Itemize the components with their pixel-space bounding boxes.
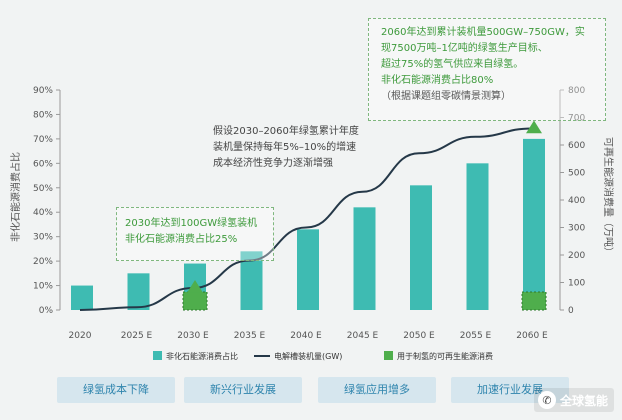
left-box-line-1: 2030年达到100GW绿氢装机 [125,218,258,229]
right-tick-label: 500 [568,169,585,179]
wechat-icon: ✆ [537,391,556,409]
left-tick-label: 50% [33,184,53,194]
marker-square [521,291,547,311]
x-tick-label: 2035 E [234,331,266,341]
right-tick-label: 300 [568,224,585,234]
bar [240,251,263,310]
bar [466,163,489,310]
left-axis-ticks: 0% 10% 20% 30% 40% 50% 60% 70% 80% 90% [33,86,60,316]
left-axis-label: 非化石能源消费占比 [9,152,22,242]
left-tick-label: 90% [33,86,53,96]
x-tick-label: 2045 E [347,331,379,341]
top-box-line-1: 2060年达到累计装机量500GW–750GW，实 [381,27,585,38]
assumption-note: 假设2030–2060年绿氢累计年度 装机量保持每年5%–10%的增速 成本经济… [213,124,359,172]
button-cost-down[interactable]: 绿氢成本下降 [57,377,175,403]
right-tick-label: 200 [568,251,585,261]
top-box-line-5: （根据课题组零碳情景测算） [381,91,511,102]
top-box-line-3: 超过75%的氢气供应来自绿氢。 [381,59,524,70]
left-tick-label: 70% [33,135,53,145]
left-tick-label: 80% [33,110,53,120]
bar [127,273,150,310]
legend-bar-swatch [153,351,162,360]
x-tick-label: 2050 E [403,331,435,341]
x-tick-label: 2030 E [177,331,209,341]
assumption-line-3: 成本经济性竞争力逐渐增强 [213,158,333,169]
right-tick-label: 800 [568,86,585,96]
right-tick-label: 0 [568,306,574,316]
top-annotation-box: 2060年达到累计装机量500GW–750GW，实 现7500万吨–1亿吨的绿氢… [368,18,606,121]
left-tick-label: 30% [33,233,53,243]
x-tick-label: 2055 E [460,331,492,341]
top-box-line-2: 现7500万吨–1亿吨的绿氢生产目标、 [381,43,548,54]
assumption-line-2: 装机量保持每年5%–10%的增速 [213,142,357,153]
left-tick-label: 60% [33,159,53,169]
right-axis-label: 可再生能源消费量（万吨） [602,137,615,257]
triangle-marker [187,280,203,293]
top-box-line-4: 非化石能源消费占比80% [381,75,494,86]
left-tick-label: 10% [33,282,53,292]
button-accelerate[interactable]: 加速行业发展 [451,377,569,403]
bar [523,138,545,310]
marker-square [182,291,208,311]
right-tick-label: 700 [568,114,585,124]
right-tick-label: 600 [568,141,585,151]
bar [71,285,93,310]
legend: 非化石能源消费占比 电解槽装机量(GW) 用于制氢的可再生能源消费 [153,351,493,361]
x-tick-label: 2060 E [516,331,548,341]
line-series [79,120,542,311]
watermark-logo: ✆ 全球氢能 [533,388,614,412]
legend-bar-label: 非化石能源消费占比 [166,351,238,361]
right-axis-ticks: 0 100 200 300 400 500 600 700 800 [560,86,585,316]
button-new-industry[interactable]: 新兴行业发展 [184,377,302,403]
axes [59,90,561,310]
assumption-line-1: 假设2030–2060年绿氢累计年度 [213,126,359,137]
legend-line-label: 电解槽装机量(GW) [274,351,342,361]
left-tick-label: 40% [33,208,53,218]
right-tick-label: 400 [568,196,585,206]
line-path [79,127,533,311]
left-annotation-box: 2030年达到100GW绿氢装机 非化石能源消费占比25% [116,207,274,261]
x-axis-ticks: 2020 2025 E 2030 E 2035 E 2040 E 2045 E 2050 E… [69,331,548,341]
x-tick-label: 2020 [69,331,92,341]
watermark-text: 全球氢能 [559,393,608,408]
triangle-marker [526,120,542,134]
x-tick-label: 2025 E [121,331,153,341]
right-tick-label: 100 [568,279,585,289]
button-application[interactable]: 绿氢应用增多 [318,377,436,403]
left-tick-label: 20% [33,257,53,267]
marker-series [182,291,547,311]
left-box-line-2: 非化石能源消费占比25% [125,234,238,245]
x-tick-label: 2040 E [290,331,322,341]
left-tick-label: 0% [39,306,54,316]
legend-marker-swatch [384,351,393,360]
bar [297,229,319,310]
bar [410,185,432,310]
bar-series [71,138,545,310]
legend-marker-label: 用于制氢的可再生能源消费 [397,351,493,361]
bar [353,207,376,310]
